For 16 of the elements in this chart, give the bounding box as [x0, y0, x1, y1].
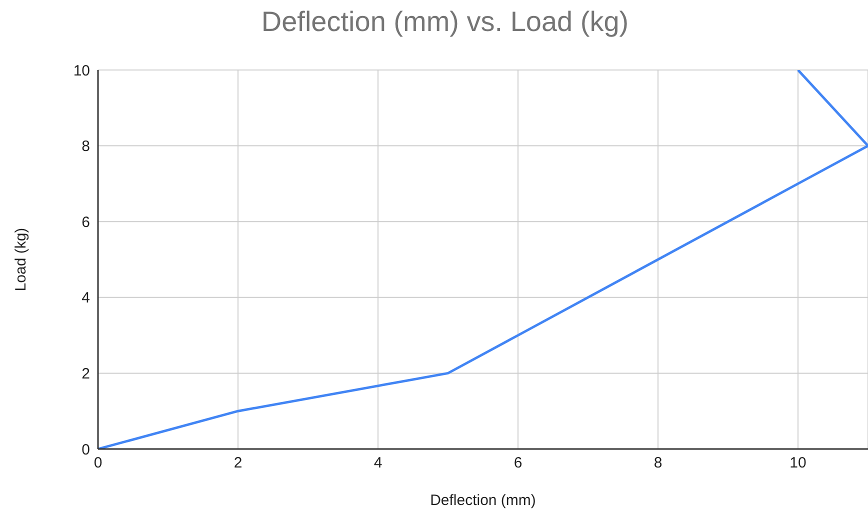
- x-tick-label: 4: [374, 454, 382, 472]
- y-tick-label: 2: [82, 366, 90, 383]
- chart-title: Deflection (mm) vs. Load (kg): [260, 6, 630, 38]
- y-tick-label: 8: [82, 138, 90, 156]
- x-tick-label: 8: [654, 454, 662, 472]
- y-axis-title: Load (kg): [12, 228, 30, 292]
- y-tick-label: 6: [82, 214, 90, 231]
- y-tick-label: 4: [82, 290, 90, 307]
- x-tick-label: 2: [234, 454, 242, 472]
- x-axis-title: Deflection (mm): [430, 492, 536, 509]
- y-tick-label: 10: [73, 62, 90, 80]
- y-tick-label: 0: [82, 441, 90, 458]
- line-series: [98, 70, 868, 449]
- x-tick-label: 0: [94, 454, 102, 472]
- x-tick-label: 10: [790, 454, 806, 472]
- x-tick-label: 6: [514, 454, 522, 472]
